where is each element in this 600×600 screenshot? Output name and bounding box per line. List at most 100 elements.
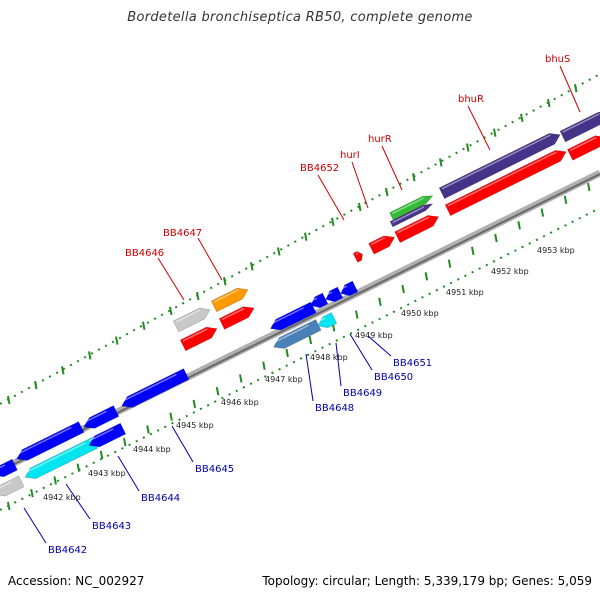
- scale-labels: 4942 kbp 4943 kbp 4944 kbp 4945 kbp 4946 kbp…: [43, 246, 575, 502]
- gene-bb4652-arrow: [352, 251, 363, 263]
- gene-bb4650-leader: [349, 333, 373, 371]
- gene-hurr-label: hurR: [368, 134, 392, 145]
- inner-ruler-tick: [262, 361, 266, 370]
- scale-label: 4952 kbp: [491, 267, 529, 276]
- outer-ruler-tick: [412, 173, 416, 182]
- outer-ruler-tick: [196, 291, 200, 301]
- gene-bhur-leader: [467, 105, 491, 151]
- gene-bb4645-arrow: [121, 368, 190, 408]
- gene-huri-arrow: [368, 235, 396, 255]
- inner-ruler-tick: [587, 182, 591, 192]
- gene-bb4651-label: BB4651: [393, 358, 432, 369]
- gene-features: [0, 111, 600, 497]
- outer-ruler-tick: [331, 217, 335, 226]
- gene-bb4646-leader: [157, 257, 185, 301]
- outer-ruler-tick: [7, 395, 11, 405]
- gene-bb4645-label: BB4645: [195, 464, 234, 475]
- gene-bb4652-label: BB4652: [300, 163, 339, 174]
- gene-bb4642-feature: [0, 475, 25, 497]
- outer-ruler-tick: [520, 113, 524, 123]
- inner-ruler-tick: [447, 259, 452, 268]
- scale-label: 4951 kbp: [446, 288, 484, 297]
- label-leader-lines: [23, 65, 581, 544]
- gene-bb4648-arrow: [273, 319, 322, 349]
- gene-bb4646-label: BB4646: [125, 248, 164, 259]
- outer-ruler-tick: [547, 98, 551, 108]
- gene-bb4650-feature: [325, 286, 344, 303]
- inner-ruler-tick: [563, 195, 568, 204]
- outer-ruler-tick: [61, 366, 65, 375]
- gene-bhus-leader: [559, 65, 581, 113]
- inner-ruler-tick: [424, 272, 429, 281]
- gene-bhur-arrow: [444, 150, 567, 217]
- scale-label: 4948 kbp: [310, 353, 348, 362]
- gene-bb4648-leader: [305, 353, 314, 402]
- gene-bhus-label: bhuS: [545, 54, 570, 65]
- scale-label: 4946 kbp: [221, 398, 259, 407]
- gene-bhus-feature: [559, 111, 600, 143]
- outer-ruler-tick: [439, 158, 443, 167]
- outer-ruler-tick: [169, 306, 173, 316]
- outer-ruler-tick: [304, 232, 308, 241]
- inner-ruler-tick: [540, 208, 545, 217]
- inner-ruler-tick: [215, 386, 220, 396]
- scale-label: 4944 kbp: [133, 445, 171, 454]
- gene-huri-leader: [351, 161, 369, 209]
- inner-ruler-tick: [7, 501, 11, 511]
- gene-bhur-label: bhuR: [458, 94, 484, 105]
- inner-ruler-tick: [30, 489, 34, 498]
- gene-bb4651-arrow: [340, 280, 359, 297]
- scale-label: 4942 kbp: [43, 493, 81, 502]
- gene-bb4648-feature: [270, 301, 317, 331]
- inner-ruler-tick: [239, 374, 243, 383]
- inner-ruler-tick: [308, 335, 313, 345]
- gene-bb4642-leader: [23, 507, 47, 544]
- scale-label: 4945 kbp: [176, 421, 214, 430]
- scale-label: 4950 kbp: [401, 309, 439, 318]
- outer-ruler-tick: [466, 143, 470, 152]
- gene-bb4643-leader: [65, 483, 91, 520]
- gene-huri-label: hurI: [340, 150, 360, 161]
- gene-bb4642-label: BB4642: [48, 545, 87, 556]
- outer-ruler-tick: [277, 247, 281, 256]
- inner-ruler-tick: [123, 438, 127, 447]
- gene-bhur-feature: [438, 133, 561, 200]
- gene-bb4642-arrow: [0, 458, 18, 478]
- inner-ruler-tick: [146, 425, 150, 434]
- map-title: Bordetella bronchiseptica RB50, complete…: [127, 10, 473, 25]
- genome-summary: Topology: circular; Length: 5,339,179 bp…: [262, 574, 592, 588]
- gene-bb4647-label: BB4647: [163, 228, 202, 239]
- inner-ruler-tick: [355, 310, 359, 319]
- gene-bb4649-arrow: [317, 312, 338, 329]
- inner-ruler-tick: [53, 476, 57, 485]
- scale-label: 4947 kbp: [265, 375, 303, 384]
- inner-ruler-tick: [378, 297, 382, 307]
- gene-bb4644-label: BB4644: [141, 493, 180, 504]
- inner-ruler-tick: [192, 399, 197, 409]
- inner-ruler-tick: [76, 463, 81, 472]
- inner-ruler-tick: [471, 246, 475, 255]
- gene-bb4648-label: BB4648: [315, 403, 354, 414]
- outer-ruler-tick: [385, 187, 389, 197]
- gene-bb4647-leader: [197, 237, 223, 281]
- gene-hurr-feature: [389, 203, 434, 228]
- outer-ruler-tick: [358, 202, 362, 212]
- scale-label: 4953 kbp: [537, 246, 575, 255]
- inner-ruler-tick: [494, 233, 498, 243]
- inner-ruler-tick: [285, 348, 289, 358]
- scale-label: 4943 kbp: [88, 469, 126, 478]
- gene-hurr-arrow: [394, 215, 440, 243]
- gene-bb4649-label: BB4649: [343, 388, 382, 399]
- accession-label: Accession: NC_002927: [8, 574, 145, 588]
- gene-bb4650-label: BB4650: [374, 372, 413, 383]
- outer-ruler-tick: [142, 321, 146, 330]
- gene-bb4644-feature: [83, 405, 120, 429]
- gene-hurr-leader: [381, 145, 403, 191]
- gene-bb4647-feature: [210, 287, 249, 313]
- outer-ruler-tick: [88, 351, 92, 360]
- inner-ruler-tick: [169, 412, 173, 421]
- inner-ruler-tick: [401, 284, 405, 294]
